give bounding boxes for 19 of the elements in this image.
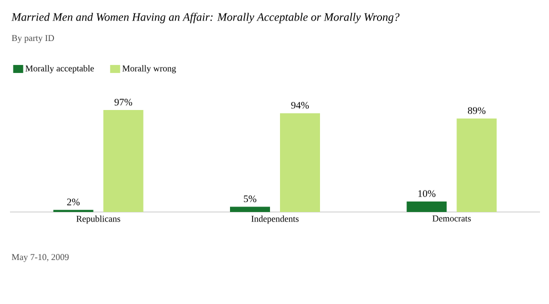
data-label: 94% xyxy=(291,102,309,109)
bar xyxy=(280,113,320,212)
data-label: 2% xyxy=(67,198,80,206)
text: May 7-10, 2009 xyxy=(12,254,69,262)
legend-label: Morally acceptable xyxy=(25,65,94,74)
x-tick-label: Democrats xyxy=(432,216,471,222)
bar xyxy=(456,118,497,212)
data-label: 97% xyxy=(114,98,132,106)
chart-title: Married Men and Women Having an Affair: Morally Acceptable or Morally Wrong? xyxy=(11,12,400,24)
x-tick-label: Republicans xyxy=(76,216,120,224)
data-label: 89% xyxy=(468,107,486,114)
data-label: 5% xyxy=(244,195,256,202)
chart-subtitle: By party ID xyxy=(12,35,54,43)
bar xyxy=(230,206,270,212)
x-tick-label: Independents xyxy=(251,216,299,224)
bar xyxy=(103,110,144,212)
legend-label: Morally wrong xyxy=(122,65,176,74)
bar xyxy=(406,201,447,212)
data-label: 10% xyxy=(418,190,436,197)
